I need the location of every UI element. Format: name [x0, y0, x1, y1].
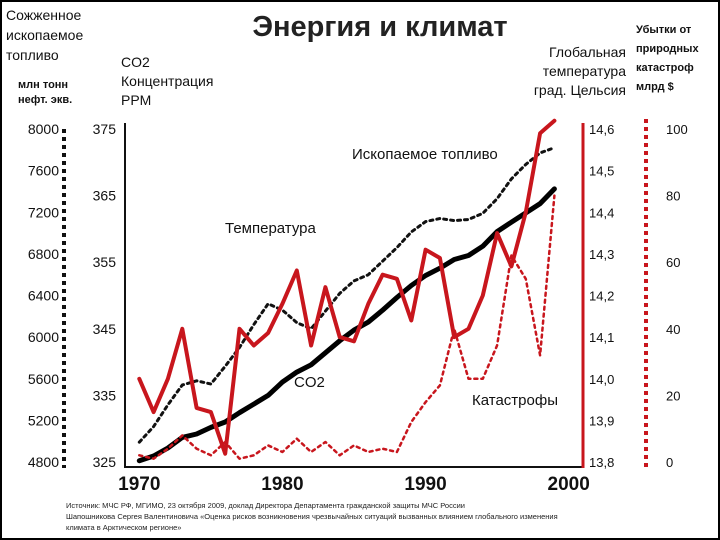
fuel-axis-label-1: ископаемое: [6, 27, 83, 43]
co2-tick-label: 345: [93, 321, 117, 337]
fuel-annotation: Ископаемое топливо: [352, 146, 498, 163]
fuel-axis-unit-0: млн тонн: [18, 79, 68, 91]
losses-axis-label-1: природных: [636, 43, 699, 55]
losses-tick-label: 100: [666, 122, 688, 137]
co2-tick-label: 325: [93, 454, 117, 470]
co2-tick-label: 365: [93, 188, 117, 204]
x-tick-label: 1990: [404, 474, 446, 495]
chart-title: Энергия и климат: [252, 11, 507, 43]
source-line-1: Источник: МЧС РФ, МГИМО, 23 октября 2009…: [66, 501, 465, 510]
disasters-annotation: Катастрофы: [472, 392, 558, 409]
temperature-annotation: Температура: [225, 220, 317, 237]
x-tick-label: 2000: [548, 474, 590, 495]
co2-tick-label: 335: [93, 387, 117, 403]
temperature-tick-label: 14,3: [589, 247, 614, 262]
source-note: Источник: МЧС РФ, МГИМО, 23 октября 2009…: [66, 500, 706, 533]
source-line-2: Шапошникова Сергея Валентиновича «Оценка…: [66, 512, 558, 521]
co2-tick-label: 355: [93, 254, 117, 270]
temperature-axis-label-1: температура: [543, 63, 626, 79]
fuel-tick-label: 8000: [28, 121, 59, 137]
losses-axis-label-2: катастроф: [636, 62, 694, 74]
fuel-tick-label: 7600: [28, 163, 59, 179]
temperature-tick-label: 14,2: [589, 289, 614, 304]
fuel-axis-unit-1: нефт. экв.: [18, 94, 72, 106]
fuel-tick-label: 5600: [28, 371, 59, 387]
losses-tick-label: 40: [666, 322, 680, 337]
series-line-co2: [136, 186, 557, 464]
series-line-fuel: [137, 146, 556, 444]
losses-tick-label: 20: [666, 388, 680, 403]
co2-tick-label: 375: [93, 121, 117, 137]
fuel-axis-label-0: Сожженное: [6, 7, 82, 23]
x-tick-label: 1980: [261, 474, 303, 495]
temperature-tick-label: 14,4: [589, 205, 614, 220]
x-tick-label: 1970: [118, 474, 160, 495]
temperature-axis-label-2: град. Цельсия: [534, 82, 626, 98]
co2-axis-label-0: CO2: [121, 54, 150, 70]
fuel-tick-label: 4800: [28, 454, 59, 470]
losses-tick-label: 80: [666, 189, 680, 204]
fuel-tick-label: 6000: [28, 329, 59, 345]
fuel-tick-label: 6400: [28, 288, 59, 304]
losses-tick-label: 60: [666, 255, 680, 270]
temperature-tick-label: 13,8: [589, 455, 614, 470]
fuel-axis-label-2: топливо: [6, 47, 59, 63]
fuel-tick-label: 6800: [28, 246, 59, 262]
losses-axis-label-3: млрд $: [636, 81, 674, 93]
co2-annotation: CO2: [294, 374, 325, 391]
temperature-tick-label: 14,6: [589, 122, 614, 137]
temperature-tick-label: 13,9: [589, 413, 614, 428]
losses-tick-label: 0: [666, 455, 673, 470]
co2-axis-label-1: Концентрация: [121, 73, 213, 89]
temperature-tick-label: 14,0: [589, 372, 614, 387]
temperature-tick-label: 14,1: [589, 330, 614, 345]
temperature-tick-label: 14,5: [589, 164, 614, 179]
losses-axis-label-0: Убытки от: [636, 24, 692, 36]
series-line-temperature: [137, 118, 557, 456]
temperature-axis-label-0: Глобальная: [549, 44, 626, 60]
co2-axis-label-2: PPM: [121, 92, 151, 108]
source-line-3: климата в Арктическом регионе»: [66, 523, 182, 532]
series-line-losses: [138, 194, 556, 460]
fuel-tick-label: 5200: [28, 412, 59, 428]
fuel-tick-label: 7200: [28, 204, 59, 220]
